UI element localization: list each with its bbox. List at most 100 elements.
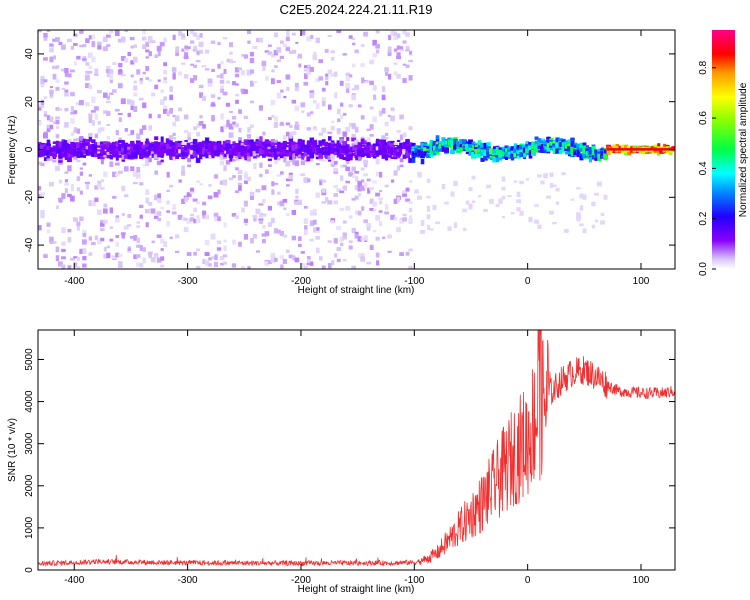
spectrogram-cell: [192, 144, 198, 148]
spectrogram-cell: [139, 80, 143, 85]
spectrogram-cell: [193, 219, 197, 224]
spectrogram-cell: [38, 146, 42, 151]
spectrogram-cell: [142, 257, 146, 264]
spectrogram-cell: [340, 114, 344, 120]
spectrogram-cell: [49, 181, 54, 187]
spectrogram-cell: [375, 171, 380, 177]
spectrogram-cell: [181, 152, 185, 157]
spectrogram-cell: [321, 265, 326, 269]
spectrogram-cell: [325, 196, 329, 202]
spectrogram-cell: [279, 151, 285, 155]
spectrogram-cell: [433, 147, 437, 151]
spectrogram-cell: [318, 132, 324, 136]
spectrogram-cell: [519, 180, 524, 185]
spectrogram-cell: [108, 144, 114, 150]
spectrogram-cell: [199, 155, 203, 160]
spectrogram-cell: [276, 174, 282, 177]
spectrogram-cell: [358, 253, 362, 258]
spectrogram-cell: [259, 136, 263, 142]
spectrogram-cell: [76, 148, 80, 151]
spectrogram-cell: [79, 142, 84, 146]
spectrogram-cell: [145, 49, 150, 53]
spectrogram-cell: [168, 135, 174, 140]
spectrogram-cell: [238, 241, 242, 247]
spectrogram-cell: [88, 35, 93, 40]
spectrogram-cell: [121, 140, 125, 143]
spectrogram-cell: [271, 53, 275, 58]
spectrogram-cell: [579, 193, 584, 196]
spectrogram-cell: [70, 151, 75, 155]
spectrogram-cell: [328, 139, 332, 143]
spectrogram-cell: [219, 160, 225, 166]
spectrogram-cell: [159, 42, 165, 47]
spectrogram-cell: [414, 152, 419, 156]
spectrogram-cell: [91, 153, 95, 157]
spectrogram-cell: [150, 40, 156, 44]
spectrogram-cell: [336, 142, 341, 149]
spectrogram-cell: [327, 149, 332, 156]
spectrogram-cell: [64, 188, 68, 193]
spectrogram-cell: [196, 34, 200, 40]
spectrogram-cell: [405, 147, 410, 153]
spectrogram-cell: [216, 240, 222, 245]
spectrogram-cell: [316, 227, 320, 231]
spectrogram-cell: [67, 152, 72, 158]
spectrogram-cell: [318, 256, 323, 261]
spectrogram-cell: [501, 186, 506, 191]
spectrogram-cell: [501, 215, 506, 219]
spectrogram-cell: [387, 114, 392, 118]
spectrogram-cell: [471, 141, 476, 147]
spectrogram-cell: [270, 142, 275, 148]
spectrogram-cell: [480, 151, 485, 155]
spectrogram-cell: [492, 156, 497, 160]
spectrogram-cell: [156, 234, 162, 238]
spectrogram-cell: [157, 193, 162, 199]
spectrogram-cell: [483, 142, 488, 148]
spectrogram-cell: [396, 227, 401, 233]
spectrogram-cell: [468, 187, 473, 192]
spectrogram-cell: [144, 144, 150, 148]
spectrogram-cell: [264, 143, 270, 150]
spectrogram-cell: [220, 126, 224, 133]
spectrogram-cell: [283, 207, 287, 211]
spectrogram-cell: [438, 141, 443, 144]
spectrogram-cell: [378, 139, 383, 143]
snr-x-axis-label: Height of straight line (km): [298, 584, 415, 595]
spectrogram-cell: [156, 45, 162, 52]
spectrogram-cell: [169, 156, 173, 161]
spectrogram-cell: [267, 148, 272, 152]
spectrogram-cell: [282, 142, 287, 149]
spectrogram-cell: [91, 143, 95, 147]
spectrogram-cell: [546, 146, 551, 152]
spectrogram-cell: [130, 140, 135, 147]
spectrogram-cell: [223, 124, 227, 130]
spectrogram-cell: [411, 151, 416, 156]
spectrogram-cell: [324, 141, 330, 147]
spectrogram-cell: [435, 147, 440, 151]
spectrogram-cell: [151, 92, 156, 97]
spectrogram-cell: [94, 68, 99, 74]
spectrogram-cell: [153, 253, 159, 258]
spectrogram-cell: [157, 142, 161, 149]
spectrogram-cell: [96, 149, 102, 152]
spectrogram-cell: [181, 147, 185, 152]
spectrogram-cell: [612, 144, 617, 151]
spectrogram-cell: [291, 235, 296, 241]
spectrogram-cell: [453, 180, 458, 187]
spectrogram-cell: [351, 265, 357, 269]
spectrogram-cell: [270, 258, 276, 263]
spectrogram-cell: [408, 215, 413, 218]
spectrogram-cell: [267, 158, 272, 161]
spectrogram-cell: [49, 86, 53, 89]
spectrogram-cell: [67, 73, 72, 78]
spectrogram-cell: [91, 41, 96, 48]
spectrogram-cell: [544, 173, 548, 179]
spectrogram-cell: [501, 156, 506, 159]
spectrogram-cell: [408, 59, 413, 63]
x-tick-label: -300: [178, 276, 198, 287]
spectrogram-cell: [157, 50, 161, 57]
spectrogram-cell: [402, 142, 407, 149]
spectrogram-cell: [274, 65, 278, 69]
spectrogram-cell: [70, 184, 74, 190]
spectrogram-cell: [505, 155, 509, 160]
